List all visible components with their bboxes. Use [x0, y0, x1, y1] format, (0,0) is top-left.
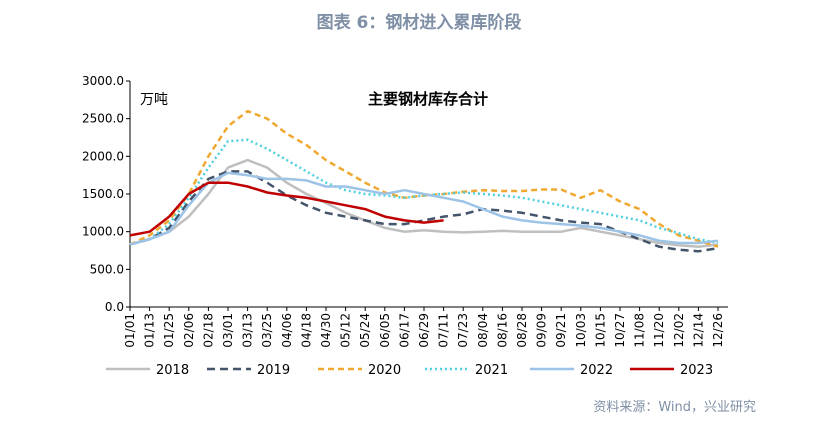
- x-tick-label: 03/01: [221, 313, 235, 348]
- x-tick-label: 03/13: [241, 313, 255, 348]
- x-tick-label: 11/08: [633, 313, 647, 348]
- y-tick-label: 1500.0: [82, 187, 124, 201]
- x-tick-label: 01/01: [123, 313, 137, 348]
- x-tick-label: 10/03: [574, 313, 588, 348]
- x-tick-label: 08/28: [515, 313, 529, 348]
- x-tick-label: 09/21: [554, 313, 568, 348]
- x-tick-label: 05/12: [339, 313, 353, 348]
- x-tick-label: 07/11: [437, 313, 451, 348]
- y-tick-label: 2000.0: [82, 149, 124, 163]
- legend-label: 2020: [368, 363, 401, 378]
- y-tick-label: 3000.0: [82, 74, 124, 88]
- y-tick-label: 0.0: [105, 300, 124, 314]
- y-tick-label: 2500.0: [82, 112, 124, 126]
- x-tick-label: 12/14: [691, 313, 705, 348]
- x-tick-label: 06/17: [397, 313, 411, 348]
- series-line: [129, 181, 444, 237]
- legend-label: 2021: [475, 363, 508, 378]
- source: 资料来源：Wind，兴业研究: [593, 400, 756, 415]
- x-tick-label: 04/30: [319, 313, 333, 348]
- legend-label: 2022: [580, 363, 613, 378]
- x-tick-label: 08/16: [495, 313, 509, 348]
- x-tick-label: 12/02: [672, 313, 686, 348]
- x-tick-label: 04/06: [280, 313, 294, 348]
- series-line: [129, 138, 719, 246]
- x-tick-label: 04/18: [299, 313, 313, 348]
- x-tick-label: 07/23: [456, 313, 470, 348]
- x-tick-label: 12/26: [711, 313, 725, 348]
- x-tick-label: 08/04: [476, 313, 490, 348]
- y-tick-label: 1000.0: [82, 225, 124, 239]
- subtitle: 主要钢材库存合计: [368, 90, 488, 108]
- x-tick-label: 02/18: [201, 313, 215, 348]
- x-tick-label: 06/29: [417, 313, 431, 348]
- x-tick-label: 01/25: [162, 313, 176, 348]
- x-tick-label: 03/25: [260, 313, 274, 348]
- legend-label: 2018: [156, 363, 189, 378]
- y-tick-label: 500.0: [90, 262, 124, 276]
- legend-label: 2019: [257, 363, 290, 378]
- x-tick-label: 02/06: [182, 313, 196, 348]
- x-tick-label: 11/20: [652, 313, 666, 348]
- unit-label: 万吨: [140, 92, 168, 108]
- chart-title: 图表 6：钢材进入累库阶段: [317, 12, 522, 33]
- x-tick-label: 10/27: [613, 313, 627, 348]
- x-tick-label: 10/15: [593, 313, 607, 348]
- series-line: [129, 171, 719, 246]
- series-line: [129, 158, 719, 248]
- x-tick-label: 06/05: [378, 313, 392, 348]
- x-tick-label: 05/24: [358, 313, 372, 348]
- x-tick-label: 09/09: [535, 313, 549, 348]
- legend-label: 2023: [680, 363, 713, 378]
- x-tick-label: 01/13: [143, 313, 157, 348]
